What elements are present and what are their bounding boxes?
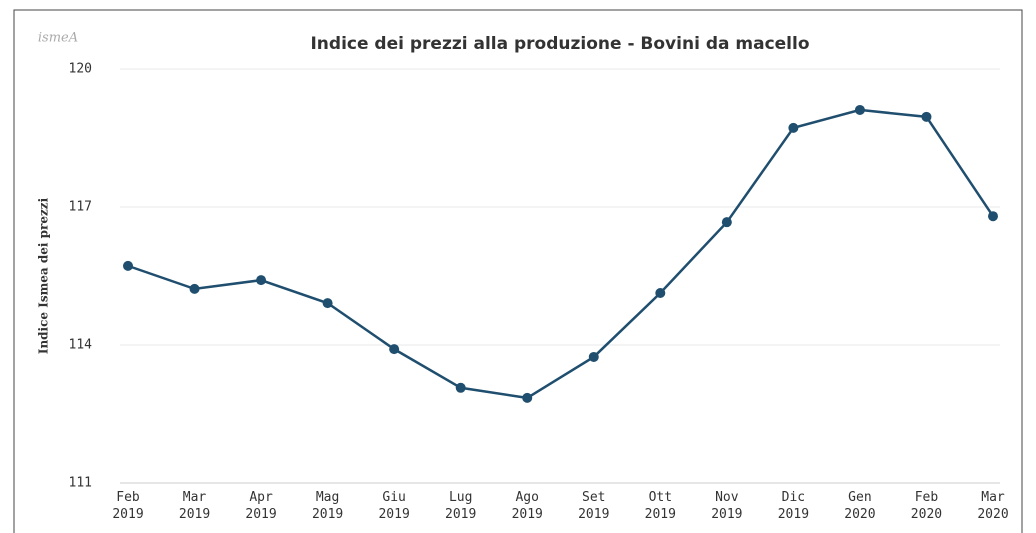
line: [127, 108, 995, 400]
x-tick-label: Feb 2020: [911, 490, 942, 522]
point: [854, 104, 865, 115]
x-tick-label: Ott 2019: [645, 490, 676, 522]
x-tick-label: Set 2019: [578, 490, 609, 522]
point: [189, 283, 200, 294]
point: [655, 288, 666, 299]
x-tick-label: Ago 2019: [512, 490, 543, 522]
chart-title: Indice dei prezzi alla produzione - Bovi…: [310, 34, 809, 54]
x-tick-label: Mar 2019: [179, 490, 210, 522]
y-tick-label: 117: [69, 200, 92, 215]
point: [721, 217, 732, 228]
point: [522, 392, 533, 403]
point: [322, 298, 333, 309]
x-tick-label: Mag 2019: [312, 490, 343, 522]
point: [455, 382, 466, 393]
point: [256, 275, 267, 286]
y-tick-label: 111: [69, 476, 92, 491]
y-axis-label: Indice Ismea dei prezzi: [37, 197, 51, 354]
point: [389, 344, 400, 355]
x-tick-label: Giu 2019: [378, 490, 409, 522]
x-tick-label: Mar 2020: [977, 490, 1008, 522]
y-tick-label: 114: [69, 338, 93, 353]
point: [921, 111, 932, 122]
frame: [13, 9, 1023, 533]
point: [588, 351, 599, 362]
point: [988, 211, 998, 222]
x-tick-label: Lug 2019: [445, 490, 476, 522]
x-tick-label: Nov 2019: [711, 490, 742, 522]
x-tick-label: Feb 2019: [112, 490, 143, 522]
y-tick-label: 120: [69, 62, 92, 77]
point: [123, 260, 133, 271]
logo: ismeA: [38, 31, 78, 46]
x-tick-label: Dic 2019: [778, 490, 809, 522]
point: [788, 122, 799, 133]
x-tick-label: Gen 2020: [844, 490, 875, 522]
x-tick-label: Apr 2019: [245, 490, 276, 522]
